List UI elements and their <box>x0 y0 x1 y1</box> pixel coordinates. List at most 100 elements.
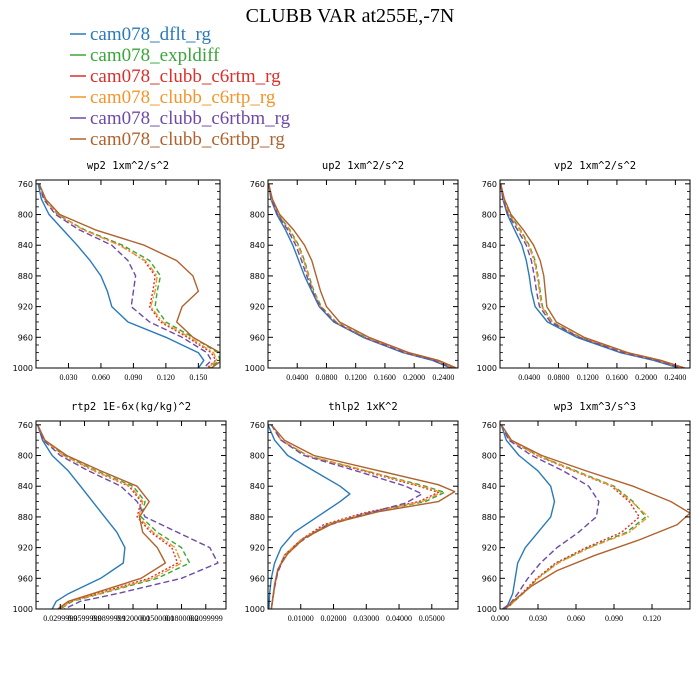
x-tick-label: 0.2000 <box>635 373 657 382</box>
series-line <box>500 424 649 609</box>
series-line <box>270 424 456 609</box>
series-line <box>500 183 682 368</box>
series-line <box>500 183 680 368</box>
series-line <box>38 183 212 368</box>
x-tick-label: 0.1200000 <box>116 614 150 623</box>
y-tick-label: 840 <box>250 241 265 250</box>
panel-title: up2 1xm^2/s^2 <box>322 160 404 172</box>
y-tick-label: 800 <box>18 211 33 220</box>
x-tick-label: 0.2400 <box>432 373 454 382</box>
x-tick-label: 0.1200 <box>345 373 367 382</box>
plot-frame <box>499 179 691 369</box>
y-tick-label: 920 <box>250 544 265 553</box>
y-tick-label: 1000 <box>245 605 265 614</box>
series-line <box>38 183 217 368</box>
x-tick-label: 0.2400 <box>664 373 686 382</box>
y-tick-label: 800 <box>482 452 497 461</box>
chart-panel: rtp2 1E-6x(kg/kg)^2 760 800 840 880 920 960 100… <box>13 401 227 623</box>
plot-frame <box>35 179 221 369</box>
series-line <box>37 183 205 368</box>
y-tick-label: 840 <box>250 482 265 491</box>
x-tick-label: 0.030 <box>59 373 77 382</box>
y-tick-label: 800 <box>250 452 265 461</box>
y-tick-label: 1000 <box>13 605 33 614</box>
series-line <box>36 424 219 609</box>
series-line <box>270 424 423 609</box>
y-tick-label: 920 <box>482 303 497 312</box>
x-tick-label: 0.2000 <box>403 373 425 382</box>
series-line <box>500 424 690 609</box>
x-tick-label: 0.0299999 <box>43 614 77 623</box>
x-tick-label: 0.090 <box>605 614 623 623</box>
x-tick-label: 0.060 <box>567 614 585 623</box>
y-tick-label: 1000 <box>477 364 497 373</box>
panel-title: rtp2 1E-6x(kg/kg)^2 <box>71 401 191 413</box>
legend-label: cam078_dflt_rg <box>90 24 212 45</box>
legend-label: cam078_expldiff <box>90 45 220 66</box>
figure-title: CLUBB VAR at255E,-7N <box>246 5 455 27</box>
x-tick-label: 0.120 <box>157 373 175 382</box>
y-tick-label: 960 <box>250 574 265 583</box>
y-tick-label: 840 <box>18 241 33 250</box>
legend-label: cam078_clubb_c6rtp_rg <box>90 87 276 108</box>
x-tick-label: 0.04000 <box>386 614 412 623</box>
x-tick-label: 0.1500000 <box>140 614 174 623</box>
panel-title: wp3 1xm^3/s^3 <box>554 401 636 413</box>
x-tick-label: 0.05000 <box>419 614 445 623</box>
series-line <box>268 183 453 368</box>
plot-frame <box>267 420 459 610</box>
x-tick-label: 0.2099999 <box>189 614 223 623</box>
x-tick-label: 0.000 <box>491 614 509 623</box>
series-line <box>268 183 451 368</box>
panel-title: vp2 1xm^2/s^2 <box>554 160 636 172</box>
y-tick-label: 1000 <box>245 364 265 373</box>
y-tick-label: 880 <box>250 272 265 281</box>
y-tick-label: 920 <box>18 303 33 312</box>
legend-label: cam078_clubb_c6rtbm_rg <box>90 108 291 129</box>
x-tick-label: 0.150 <box>189 373 207 382</box>
plot-frame <box>35 420 227 610</box>
y-tick-label: 760 <box>250 421 265 430</box>
series-line <box>36 424 167 609</box>
series-line <box>36 424 183 609</box>
y-tick-label: 800 <box>482 211 497 220</box>
x-tick-label: 0.0800 <box>547 373 569 382</box>
x-tick-label: 0.1800000 <box>165 614 199 623</box>
y-tick-label: 800 <box>250 211 265 220</box>
y-tick-label: 960 <box>18 574 33 583</box>
series-line <box>500 424 640 609</box>
x-tick-label: 0.060 <box>92 373 110 382</box>
series-line <box>500 424 600 609</box>
chart-panel: wp2 1xm^2/s^2 760 800 840 880 920 960 1000 0.030… <box>13 160 221 382</box>
plot-frame <box>267 179 459 369</box>
y-tick-label: 760 <box>18 421 33 430</box>
y-tick-label: 960 <box>18 333 33 342</box>
x-tick-label: 0.0599999 <box>68 614 102 623</box>
series-line <box>36 424 126 609</box>
series-line <box>500 424 556 609</box>
series-line <box>36 424 179 609</box>
y-tick-label: 840 <box>482 482 497 491</box>
x-tick-label: 0.1600 <box>374 373 396 382</box>
plot-frame <box>499 420 691 610</box>
x-tick-label: 0.03000 <box>353 614 379 623</box>
x-tick-label: 0.0400 <box>286 373 308 382</box>
y-tick-label: 840 <box>482 241 497 250</box>
x-tick-label: 0.090 <box>124 373 142 382</box>
panel-title: thlp2 1xK^2 <box>328 401 398 413</box>
panels: wp2 1xm^2/s^2 760 800 840 880 920 960 1000 0.030… <box>13 160 691 623</box>
y-tick-label: 760 <box>18 180 33 189</box>
series-line <box>38 183 218 368</box>
legend-label: cam078_clubb_c6rtbp_rg <box>90 129 285 150</box>
series-line <box>268 183 455 368</box>
y-tick-label: 760 <box>482 421 497 430</box>
series-line <box>268 183 454 368</box>
x-tick-label: 0.01000 <box>288 614 314 623</box>
y-tick-label: 960 <box>250 333 265 342</box>
y-tick-label: 960 <box>482 333 497 342</box>
x-tick-label: 0.030 <box>529 614 547 623</box>
y-tick-label: 800 <box>18 452 33 461</box>
y-tick-label: 880 <box>18 513 33 522</box>
y-tick-label: 920 <box>250 303 265 312</box>
